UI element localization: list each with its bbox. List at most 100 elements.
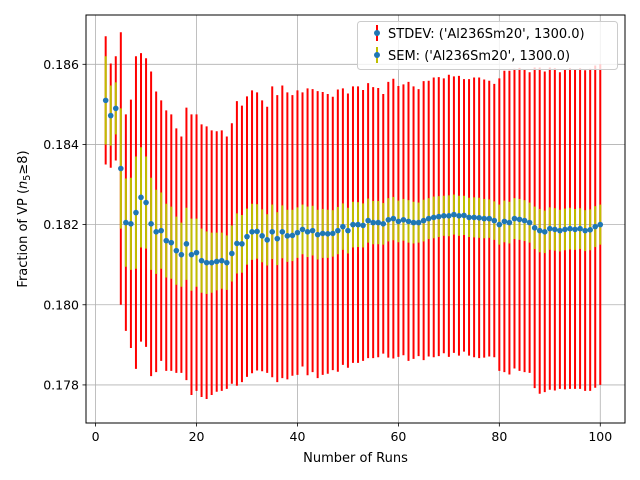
data-point xyxy=(107,112,114,119)
data-point xyxy=(582,227,588,234)
data-point xyxy=(506,219,513,226)
data-point xyxy=(521,217,528,224)
data-markers xyxy=(102,97,604,266)
data-point xyxy=(415,219,422,226)
data-point xyxy=(567,225,573,232)
data-point xyxy=(471,214,477,221)
data-point xyxy=(213,258,220,265)
data-point xyxy=(259,233,265,239)
data-point xyxy=(112,105,119,112)
data-point xyxy=(188,251,195,258)
data-point xyxy=(420,217,427,224)
data-point xyxy=(178,251,185,258)
data-point xyxy=(138,194,144,201)
data-point xyxy=(365,217,371,224)
data-point xyxy=(224,259,230,266)
data-point xyxy=(289,232,296,239)
x-tick-label: 20 xyxy=(189,429,205,444)
data-point xyxy=(229,250,235,257)
x-tick-label: 60 xyxy=(390,429,406,444)
data-point xyxy=(153,229,159,235)
data-point xyxy=(128,221,134,227)
data-point xyxy=(466,214,472,221)
data-point xyxy=(405,218,412,225)
data-point xyxy=(456,212,462,219)
data-point xyxy=(476,214,482,221)
data-point xyxy=(526,219,533,226)
data-point xyxy=(254,228,260,235)
x-tick-label: 100 xyxy=(588,429,612,444)
data-point xyxy=(193,249,200,256)
data-point xyxy=(324,231,331,237)
legend-stdev-label: STDEV: ('Al236Sm20', 1300.0) xyxy=(388,27,585,42)
data-point xyxy=(345,227,351,234)
data-point xyxy=(592,223,599,230)
legend-stdev-handle xyxy=(374,25,380,41)
data-point xyxy=(163,237,170,244)
data-point xyxy=(587,227,593,233)
data-point xyxy=(486,215,493,222)
data-point xyxy=(335,227,341,234)
data-point xyxy=(218,257,225,264)
data-point xyxy=(511,215,518,222)
data-point xyxy=(148,221,154,227)
ticks: 0 20 40 60 80 100 0.178 0.180 0.182 0.184 0.186 xyxy=(43,57,612,444)
legend-sem-label: SEM: ('Al236Sm20', 1300.0) xyxy=(388,49,570,64)
data-point xyxy=(390,215,397,222)
data-point xyxy=(572,226,578,233)
y-tick-label: 0.182 xyxy=(43,217,79,232)
data-point xyxy=(329,230,336,237)
data-point xyxy=(319,230,326,237)
data-point xyxy=(274,235,281,242)
legend: STDEV: ('Al236Sm20', 1300.0) SEM: ('Al23… xyxy=(357,21,618,70)
data-point xyxy=(385,217,392,223)
data-point xyxy=(123,219,129,226)
data-point xyxy=(430,214,437,221)
data-point xyxy=(355,221,361,228)
data-point xyxy=(314,231,321,238)
data-point xyxy=(269,229,276,235)
legend-frame xyxy=(357,21,618,70)
y-tick-label: 0.178 xyxy=(43,377,79,392)
data-point xyxy=(410,219,417,226)
x-tick-label: 0 xyxy=(92,429,100,444)
x-axis-label: Number of Runs xyxy=(303,451,408,466)
data-point xyxy=(249,229,255,235)
data-point xyxy=(481,215,487,222)
data-point xyxy=(516,216,523,223)
plot-frame xyxy=(85,14,626,424)
data-point xyxy=(143,199,149,206)
data-point xyxy=(461,212,467,219)
y-tick-label: 0.180 xyxy=(43,297,79,312)
data-point xyxy=(158,227,164,234)
data-point xyxy=(375,219,382,226)
data-point xyxy=(294,229,301,236)
data-point xyxy=(380,221,387,227)
data-point xyxy=(309,227,316,234)
data-point xyxy=(133,209,139,216)
data-point xyxy=(183,241,190,247)
data-point xyxy=(547,225,553,232)
data-point xyxy=(541,229,548,235)
data-point xyxy=(531,225,538,231)
data-point xyxy=(446,212,452,219)
data-point xyxy=(168,239,175,246)
data-point xyxy=(491,217,498,224)
y-tick-label: 0.184 xyxy=(43,137,79,152)
data-point xyxy=(441,212,447,219)
data-point xyxy=(496,221,503,228)
data-point xyxy=(435,213,442,220)
legend-sem-handle xyxy=(374,47,380,63)
data-point xyxy=(118,165,124,172)
data-point xyxy=(102,97,109,104)
data-point xyxy=(425,215,432,222)
data-point xyxy=(279,229,286,235)
x-tick-label: 40 xyxy=(290,429,306,444)
data-point xyxy=(552,226,558,233)
x-tick-label: 80 xyxy=(491,429,507,444)
data-point xyxy=(400,217,407,223)
y-axis-label: Fraction of VP (n5≥8) xyxy=(16,150,33,287)
data-point xyxy=(597,221,604,228)
data-point xyxy=(577,225,583,232)
